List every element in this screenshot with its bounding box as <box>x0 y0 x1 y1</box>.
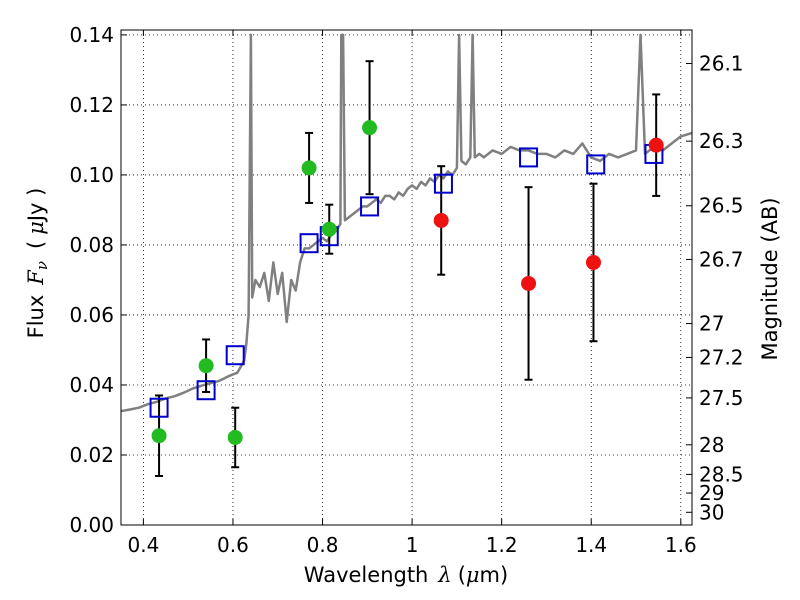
x-axis-label-unit-rest: m) <box>480 563 509 587</box>
y2-axis-label: Magnitude (AB) <box>758 197 782 360</box>
model-flux-square <box>360 196 380 217</box>
model-flux-square <box>519 147 539 168</box>
x-axis-label-unit-mu: μ <box>466 563 480 587</box>
model-flux-square <box>225 345 245 366</box>
optical-flux-point <box>362 120 378 136</box>
x-tick-label: 1 <box>406 533 419 557</box>
ticks: 0.4 0.6 0.8 1 1.2 1.4 1.6 0.00 0.02 0.04 0.06 0.08 0… <box>69 23 743 557</box>
magnitude-tick-label: 30 <box>699 500 724 524</box>
model-flux-square <box>433 173 453 194</box>
y-axis-label-unit-open: ( <box>24 241 48 249</box>
y-axis-label-unit-rest: Jy ) <box>24 188 48 224</box>
x-axis-label-prefix: Wavelength <box>304 563 429 587</box>
y-tick-label: 0.12 <box>69 93 114 117</box>
model-flux-square <box>586 154 606 175</box>
y-tick-label: 0.08 <box>69 233 114 257</box>
x-tick-label: 0.6 <box>217 533 249 557</box>
magnitude-tick-label: 27 <box>699 312 724 336</box>
marker-layer <box>149 60 664 477</box>
nir-flux-point <box>648 137 664 153</box>
y-tick-label: 0.14 <box>69 23 114 47</box>
optical-flux-point <box>151 428 167 444</box>
x-tick-label: 1.6 <box>665 533 697 557</box>
model-spectrum-layer <box>121 33 692 413</box>
magnitude-tick-label: 27.2 <box>699 345 744 369</box>
optical-flux-point <box>301 160 317 176</box>
y-axis-label-symbol: F <box>24 269 48 286</box>
y-tick-label: 0.04 <box>69 373 114 397</box>
magnitude-tick-label: 26.7 <box>699 247 744 271</box>
x-tick-label: 1.4 <box>575 533 607 557</box>
y-axis-label-prefix: Flux <box>24 295 48 339</box>
x-tick-label: 0.8 <box>307 533 339 557</box>
x-axis-label-symbol: λ <box>437 563 451 587</box>
x-tick-label: 0.4 <box>127 533 159 557</box>
magnitude-tick-label: 27.5 <box>699 386 744 410</box>
y-tick-label: 0.10 <box>69 163 114 187</box>
magnitude-tick-label: 28 <box>699 433 724 457</box>
model-flux-square <box>196 380 216 401</box>
model-flux-square <box>299 233 319 254</box>
magnitude-tick-label: 26.5 <box>699 194 744 218</box>
magnitude-tick-label: 26.3 <box>699 129 744 153</box>
x-axis-label: Wavelength λ (μm) <box>304 563 508 587</box>
model-spectrum-line <box>121 33 692 413</box>
optical-flux-point <box>321 221 337 237</box>
optical-flux-point <box>227 429 243 445</box>
magnitude-tick-label: 26.1 <box>699 52 744 76</box>
magnitude-tick-label: 29 <box>699 481 724 505</box>
y-axis-label-subscript: ν <box>33 261 51 270</box>
plot-frame <box>120 29 693 526</box>
model-flux-square <box>149 397 169 418</box>
x-tick-label: 1.2 <box>486 533 518 557</box>
y-tick-label: 0.06 <box>69 303 114 327</box>
y-axis-label-unit-mu: μ <box>24 221 48 235</box>
y-axis-label: Flux Fν ( μJy ) <box>24 188 51 339</box>
y-tick-label: 0.02 <box>69 443 114 467</box>
magnitude-tick-label: 28.5 <box>699 462 744 486</box>
nir-flux-point <box>433 212 449 228</box>
nir-flux-point <box>521 275 537 291</box>
y-tick-label: 0.00 <box>69 513 114 537</box>
optical-flux-point <box>198 358 214 374</box>
x-axis-label-unit-open: ( <box>458 563 466 587</box>
nir-flux-point <box>585 254 601 270</box>
